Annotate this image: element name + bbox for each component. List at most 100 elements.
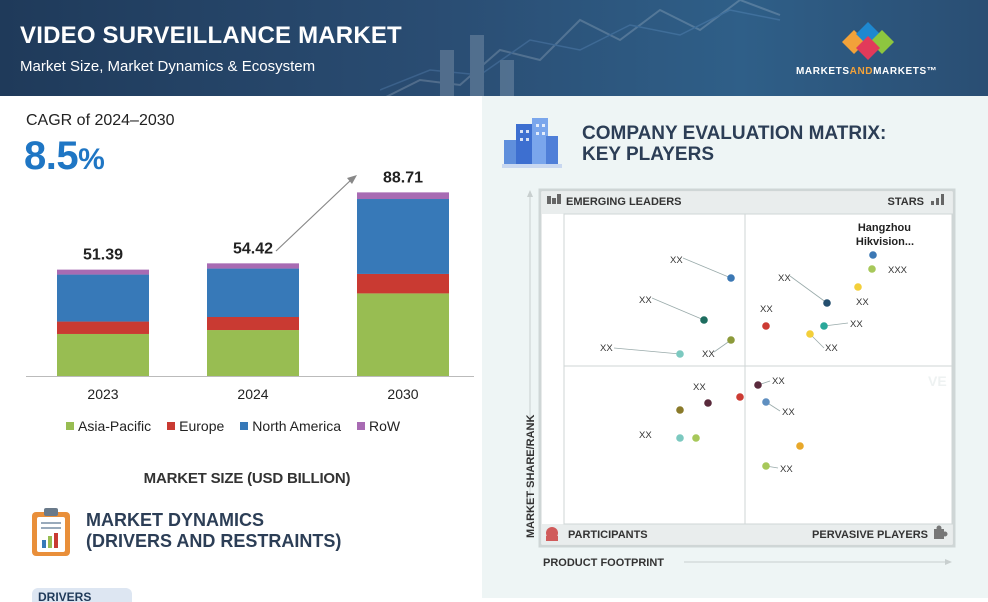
bar-2030-asia-pacific bbox=[357, 293, 449, 376]
legend-item-asia-pacific: Asia-Pacific bbox=[66, 418, 151, 434]
data-label-total-2030: 88.71 bbox=[383, 169, 423, 186]
report-subtitle: Market Size, Market Dynamics & Ecosystem bbox=[20, 58, 316, 75]
company-label-hikvision-line2: Hikvision... bbox=[856, 236, 914, 248]
watermark-text: VE bbox=[928, 373, 947, 389]
market-size-bar-chart: 51.39 2023 54.42 2024 88.71 2030 bbox=[26, 169, 474, 402]
company-dot bbox=[676, 406, 684, 414]
bar-2023-europe bbox=[57, 321, 149, 334]
growth-arrow-head bbox=[347, 175, 357, 184]
quadrant-pervasive-players: PERVASIVE PLAYERS bbox=[812, 529, 928, 541]
bar-2023-asia-pacific bbox=[57, 333, 149, 376]
leader-line bbox=[789, 275, 828, 304]
leader-line bbox=[823, 322, 849, 327]
legend-item-north-america: North America bbox=[240, 418, 341, 434]
report-title: VIDEO SURVEILLANCE MARKET bbox=[20, 22, 402, 49]
company-label: XX bbox=[856, 297, 869, 308]
company-label: XX bbox=[780, 464, 793, 475]
bar-2030-row bbox=[357, 192, 449, 200]
leader-line bbox=[651, 297, 705, 321]
company-dot bbox=[762, 398, 770, 406]
bar-2024-row bbox=[207, 263, 299, 269]
company-dot bbox=[754, 381, 762, 389]
x-tick-label-2023: 2023 bbox=[87, 386, 118, 402]
x-tick-label-2030: 2030 bbox=[387, 386, 418, 402]
header-banner: VIDEO SURVEILLANCE MARKET Market Size, M… bbox=[0, 0, 988, 96]
leader-line bbox=[613, 347, 681, 355]
company-dot bbox=[704, 399, 712, 407]
company-label: XX bbox=[600, 343, 613, 354]
legend-item-europe: Europe bbox=[167, 418, 224, 434]
company-dot bbox=[868, 265, 876, 273]
data-label-total-2023: 51.39 bbox=[83, 247, 123, 264]
company-dot bbox=[869, 251, 877, 259]
company-evaluation-matrix: VE EMERGING LEADERS STARS PARTICIPANTS P… bbox=[525, 188, 956, 569]
company-label: XX bbox=[760, 304, 773, 315]
company-dot bbox=[736, 393, 744, 401]
emerging-leaders-icon bbox=[547, 194, 561, 204]
quadrant-participants: PARTICIPANTS bbox=[568, 529, 648, 541]
clipboard-chart-icon bbox=[32, 508, 70, 556]
bar-2024-europe bbox=[207, 317, 299, 331]
cagr-value: 8.5% bbox=[24, 134, 105, 178]
data-label-total-2024: 54.42 bbox=[233, 240, 273, 257]
company-dot bbox=[676, 350, 684, 358]
company-label: XX bbox=[778, 273, 791, 284]
buildings-icon bbox=[502, 118, 562, 168]
puzzle-icon bbox=[934, 525, 948, 539]
y-axis-label: MARKET SHARE/RANK bbox=[525, 415, 537, 539]
leader-line bbox=[682, 257, 732, 279]
company-dot bbox=[700, 316, 708, 324]
bar-2024-north-america bbox=[207, 268, 299, 318]
bar-2023-row bbox=[57, 269, 149, 275]
company-label-hikvision-line1: Hangzhou bbox=[858, 222, 911, 234]
drivers-tab[interactable]: DRIVERS bbox=[32, 588, 132, 602]
company-label: XX bbox=[670, 255, 683, 266]
bar-2030-north-america bbox=[357, 199, 449, 274]
bar-2024-asia-pacific bbox=[207, 330, 299, 376]
company-dot bbox=[762, 462, 770, 470]
company-dot bbox=[676, 434, 684, 442]
company-dot bbox=[796, 442, 804, 450]
growth-arrow-line bbox=[275, 178, 353, 252]
company-dot bbox=[820, 322, 828, 330]
company-dot bbox=[727, 274, 735, 282]
company-dot bbox=[727, 336, 735, 344]
markets-and-markets-logo: MARKETSANDMARKETS™ bbox=[796, 20, 956, 82]
diamond-logo-icon bbox=[842, 22, 894, 60]
company-label: XXX bbox=[888, 265, 908, 276]
company-label: XX bbox=[825, 343, 838, 354]
quadrant-stars: STARS bbox=[888, 196, 924, 208]
company-label: XX bbox=[772, 376, 785, 387]
x-tick-label-2024: 2024 bbox=[237, 386, 268, 402]
company-label: XX bbox=[850, 319, 863, 330]
company-dot bbox=[762, 322, 770, 330]
background-graph-decoration bbox=[380, 0, 781, 96]
matrix-top-bar bbox=[542, 192, 952, 214]
company-label: XX bbox=[693, 382, 706, 393]
company-label: XX bbox=[639, 430, 652, 441]
matrix-bottom-bar bbox=[542, 524, 952, 544]
company-label: XX bbox=[702, 349, 715, 360]
chart-legend: Asia-Pacific Europe North America RoW bbox=[66, 418, 416, 434]
company-dot bbox=[692, 434, 700, 442]
matrix-grid bbox=[563, 213, 953, 525]
stars-chart-icon bbox=[931, 194, 944, 205]
market-size-label: MARKET SIZE (USD BILLION) bbox=[143, 470, 351, 487]
legend-item-row: RoW bbox=[357, 418, 400, 434]
bar-2030-europe bbox=[357, 273, 449, 294]
logo-wordmark: MARKETSANDMARKETS™ bbox=[796, 66, 938, 77]
company-dot bbox=[823, 299, 831, 307]
evaluation-matrix-title: COMPANY EVALUATION MATRIX: KEY PLAYERS bbox=[582, 123, 887, 165]
quadrant-emerging-leaders: EMERGING LEADERS bbox=[566, 196, 682, 208]
company-label: XX bbox=[639, 295, 652, 306]
company-label: XX bbox=[782, 407, 795, 418]
company-dot bbox=[854, 283, 862, 291]
participants-icon bbox=[546, 527, 558, 541]
cagr-label: CAGR of 2024–2030 bbox=[26, 112, 175, 129]
bar-2023-north-america bbox=[57, 274, 149, 322]
x-axis-label: PRODUCT FOOTPRINT bbox=[543, 557, 664, 569]
x-axis-arrow bbox=[945, 559, 952, 565]
y-axis-arrow bbox=[527, 190, 533, 197]
market-dynamics-title: MARKET DYNAMICS (DRIVERS AND RESTRAINTS) bbox=[86, 510, 342, 551]
company-dot bbox=[806, 330, 814, 338]
